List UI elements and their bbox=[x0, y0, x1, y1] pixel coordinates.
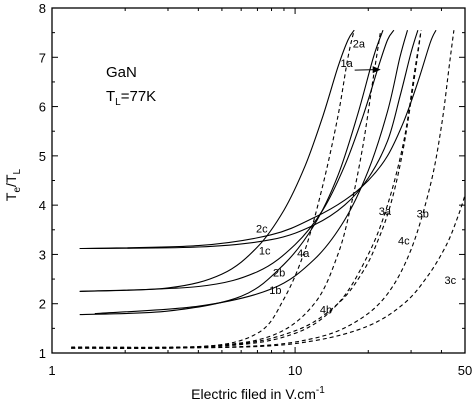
curve-1a bbox=[79, 30, 384, 316]
x-tick-label: 1 bbox=[48, 363, 55, 378]
curve-label-1c: 1c bbox=[259, 245, 271, 257]
y-axis-title: Te/TL bbox=[3, 168, 23, 201]
x-axis-title: Electric filed in V.cm-1 bbox=[191, 385, 325, 402]
curve-label-1b: 1b bbox=[269, 285, 281, 297]
curve-label-4a: 4a bbox=[297, 248, 310, 260]
x-tick-label: 50 bbox=[458, 363, 472, 378]
arrow-head-1a bbox=[372, 66, 381, 74]
y-tick-label: 2 bbox=[39, 297, 46, 312]
y-tick-label: 6 bbox=[39, 100, 46, 115]
curve-1c bbox=[79, 30, 419, 250]
y-tick-label: 8 bbox=[39, 1, 46, 16]
curve-label-2c: 2c bbox=[256, 223, 268, 235]
arrow-line-1a bbox=[354, 69, 376, 71]
curve-2a bbox=[79, 29, 355, 292]
y-tick-label: 5 bbox=[39, 149, 46, 164]
x-tick-label: 10 bbox=[288, 363, 302, 378]
curve-1b bbox=[94, 30, 409, 315]
curve-2b bbox=[79, 29, 395, 292]
annotation-material: GaN bbox=[106, 64, 137, 81]
curve-4c bbox=[71, 30, 455, 349]
curve-label-2b: 2b bbox=[273, 268, 285, 280]
curve-label-2a: 2a bbox=[353, 38, 366, 50]
curve-label-4c: 4c bbox=[398, 236, 410, 248]
curve-label-3b: 3b bbox=[417, 208, 429, 220]
curve-label-3a: 3a bbox=[379, 206, 392, 218]
y-tick-label: 1 bbox=[39, 346, 46, 361]
curve-2c bbox=[79, 29, 437, 250]
curve-3c bbox=[71, 195, 466, 349]
y-tick-label: 4 bbox=[39, 198, 46, 213]
axis-ticks: 1 2 3 4 5 6 7 8 1 10 50 bbox=[39, 1, 472, 378]
y-tick-label: 3 bbox=[39, 247, 46, 262]
curve-4b bbox=[71, 30, 422, 348]
curve-label-1a: 1a bbox=[341, 58, 354, 70]
curves bbox=[71, 29, 466, 350]
y-tick-label: 7 bbox=[39, 50, 46, 65]
plot-frame bbox=[51, 7, 466, 354]
curve-label-3c: 3c bbox=[444, 275, 456, 287]
curve-label-4b: 4b bbox=[320, 305, 332, 317]
annotation-temperature: TL=77K bbox=[106, 88, 156, 108]
